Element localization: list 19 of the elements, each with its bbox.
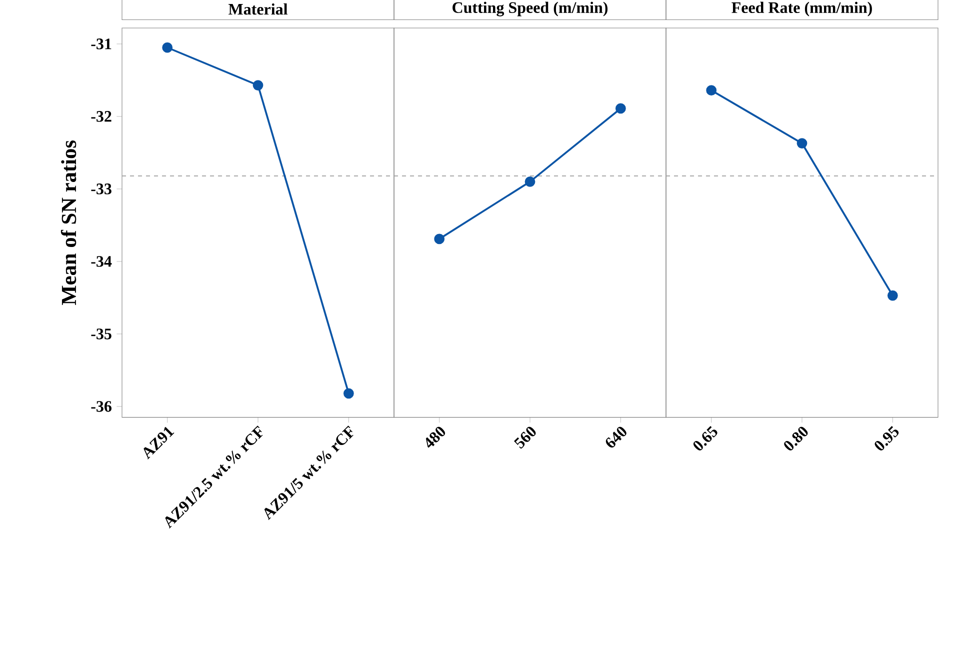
y-tick-label: -36: [91, 401, 112, 412]
x-tick-label: 480: [426, 426, 446, 448]
x-tick-label: 640: [606, 426, 626, 448]
y-tick-label: -35: [91, 328, 112, 340]
x-tick-label: 0.65: [693, 426, 718, 450]
chart-title: Cutting Speed (m/min): [452, 2, 608, 16]
chart-title: Material: [228, 3, 288, 15]
point: [343, 388, 354, 399]
y-tick-label: -32: [91, 111, 112, 122]
point: [252, 80, 264, 90]
point: [162, 42, 173, 53]
y-axis-title: Mean of SN ratios: [60, 140, 76, 305]
chart-title: Feed Rate (mm/min): [732, 2, 872, 16]
x-tick-label: 560: [514, 426, 536, 449]
y-tick-label: -33: [91, 184, 112, 194]
y-tick-label: -31: [91, 38, 112, 50]
y-tick-label: -34: [91, 256, 112, 267]
x-tick-label: 0.95: [874, 426, 899, 450]
x-tick-label: 0.80: [784, 426, 808, 450]
